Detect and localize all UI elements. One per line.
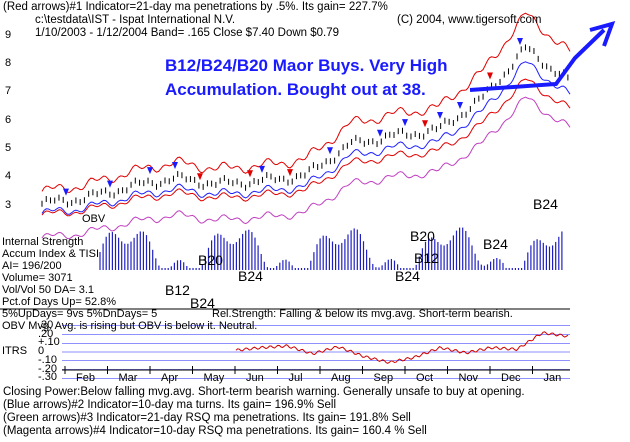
price-tick-label: 6 bbox=[5, 113, 12, 126]
price-tick-label: 9 bbox=[5, 28, 12, 41]
itrs-line bbox=[235, 331, 569, 364]
footer-line3: (Green arrows)#3 Indicator=21-day RSQ ma… bbox=[3, 412, 411, 424]
month-label: May bbox=[203, 372, 225, 384]
label-itrs: ITRS bbox=[2, 345, 28, 357]
signal-arrows bbox=[63, 37, 523, 196]
signal-label: B12 bbox=[165, 282, 190, 298]
signal-arrow bbox=[259, 165, 265, 173]
signal-arrow bbox=[517, 37, 523, 45]
annotation-arrow bbox=[469, 28, 606, 92]
signal-arrow bbox=[147, 167, 153, 175]
signal-arrow bbox=[172, 161, 178, 169]
signal-label: B24 bbox=[483, 236, 508, 252]
month-label: Oct bbox=[416, 372, 434, 384]
signal-label: B20 bbox=[410, 228, 435, 244]
month-label: Nov bbox=[458, 372, 479, 384]
annotation-arrowhead bbox=[589, 21, 616, 47]
price-tick-label: 4 bbox=[5, 170, 12, 183]
header-line1: (Red arrows)#1 Indicator=21-day ma penet… bbox=[3, 1, 388, 13]
annotation-line2: Accumulation. Bought out at 38. bbox=[165, 80, 426, 99]
itrs-tick-label: 0 bbox=[38, 345, 45, 357]
signal-arrow bbox=[437, 111, 443, 119]
month-label: Feb bbox=[76, 372, 95, 384]
footer-line4: (Magenta arrows)#4 Indicator=10-day RSQ … bbox=[3, 425, 427, 437]
header-dates: 1/10/2003 - 1/12/2004 Band= .165 Close $… bbox=[35, 27, 340, 39]
label-obv: OBV bbox=[82, 213, 106, 225]
itrs-tick-label: .30 bbox=[38, 318, 54, 331]
label-ai: AI= 196/200 bbox=[2, 260, 62, 272]
lower-band bbox=[41, 78, 571, 217]
label-volume: Volume= 3071 bbox=[2, 272, 73, 284]
month-label: Jan bbox=[543, 372, 562, 384]
label-volvol: Vol/Vol 50 DA= 3.1 bbox=[2, 284, 95, 296]
month-label: Jun bbox=[246, 372, 264, 384]
price-tick-label: 8 bbox=[5, 57, 12, 70]
accumulation-bars bbox=[99, 227, 563, 270]
header-path: c:\testdata\IST - Ispat International N.… bbox=[35, 14, 236, 26]
footer-line1: Closing Power:Below falling mvg.avg. Sho… bbox=[3, 386, 525, 398]
rsq-average bbox=[41, 96, 571, 240]
upper-band bbox=[41, 12, 571, 193]
label-pct-up: Pct.of Days Up= 52.8% bbox=[2, 296, 117, 308]
month-label: Apr bbox=[161, 372, 179, 384]
month-label: Aug bbox=[331, 372, 351, 384]
signal-arrow bbox=[63, 188, 69, 196]
itrs-tick-label: +.10 bbox=[38, 336, 60, 349]
month-label: Mar bbox=[118, 372, 138, 384]
label-relstrength: Rel.Strength: Falling & below its mvg.av… bbox=[212, 308, 513, 320]
signal-arrow bbox=[422, 120, 428, 128]
signal-arrow bbox=[327, 147, 333, 155]
label-accum-index: Accum Index & TISI bbox=[2, 248, 100, 260]
signal-label: B12 bbox=[414, 250, 439, 266]
month-label: Sep bbox=[373, 372, 394, 384]
signal-arrow bbox=[402, 119, 408, 127]
signal-label-b24-top: B24 bbox=[533, 196, 558, 212]
signal-label: B20 bbox=[198, 252, 223, 268]
signal-arrow bbox=[457, 101, 463, 109]
signal-arrow bbox=[107, 180, 113, 188]
label-updown: 5%UpDays= 9vs 5%DnDays= 5 bbox=[2, 308, 158, 320]
moving-average bbox=[41, 61, 571, 215]
signal-arrow bbox=[287, 169, 293, 177]
label-internal-strength: Internal Strength bbox=[2, 236, 84, 248]
signal-arrow bbox=[377, 129, 383, 137]
itrs-series bbox=[235, 331, 569, 364]
signal-label: B24 bbox=[190, 295, 215, 311]
month-label: Jul bbox=[288, 372, 303, 384]
month-label: Dec bbox=[501, 372, 521, 384]
price-bands bbox=[41, 12, 571, 240]
signal-arrow bbox=[197, 173, 203, 181]
month-ticks bbox=[64, 366, 533, 374]
signal-label: B24 bbox=[395, 268, 420, 284]
price-tick-label: 5 bbox=[5, 142, 12, 154]
itrs-tick-label: -.30 bbox=[38, 371, 57, 384]
footer-line2: (Blue arrows)#2 Indicator=10-day ma turn… bbox=[3, 399, 337, 411]
signal-arrow bbox=[487, 72, 493, 80]
annotation-line1: B12/B24/B20 Maor Buys. Very High bbox=[165, 56, 448, 75]
price-bars bbox=[41, 44, 569, 208]
itrs-tick-label: -.10 bbox=[38, 353, 57, 366]
itrs-tick-label: -.20 bbox=[38, 362, 57, 375]
signal-arrow bbox=[247, 170, 253, 178]
itrs-tick-label: .20 bbox=[38, 327, 54, 340]
label-obv-status: OBV Mvg. Avg. is rising but OBV is below… bbox=[2, 320, 258, 332]
price-tick-label: 3 bbox=[5, 198, 12, 211]
header-copyright: (C) 2004, www.tigersoft.com bbox=[397, 14, 542, 26]
price-tick-label: 7 bbox=[5, 85, 12, 98]
signal-label: B24 bbox=[238, 268, 263, 284]
